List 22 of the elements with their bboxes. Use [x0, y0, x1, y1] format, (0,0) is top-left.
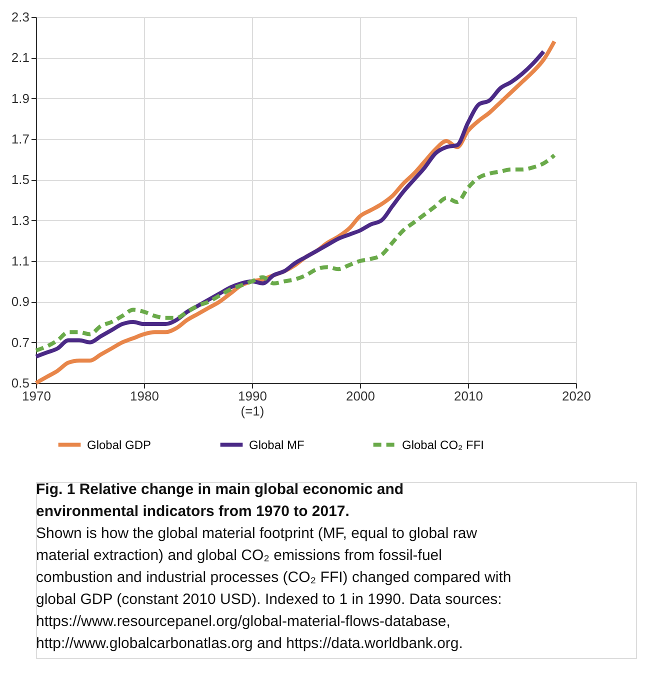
- text: Fig. 1 Relative change in main global economic and environmental indicators from 1970 to 2017.: [36, 481, 404, 520]
- x-tick-label: 2020: [562, 388, 591, 404]
- line-series: [34, 153, 556, 352]
- x-tick-label: 1970: [22, 388, 51, 404]
- y-tick-label: 1.7: [11, 132, 30, 146]
- x-tick-label: 1980: [130, 388, 159, 404]
- y-tick-label: 2.3: [11, 10, 30, 24]
- y-tick-label: 0.9: [11, 294, 30, 310]
- y-tick-label: 0.7: [11, 334, 30, 350]
- x-tick-label: 2000: [346, 388, 375, 404]
- text: Shown is how the global material footprint (MF, equal to global raw material extraction) and global CO₂ emissions from fossil-fuel combustion and industrial processes (CO₂ FFI) changed compared with global GDP (constant 2010 USD). Indexed to 1 in 1990. Data sources: https://www.resourcepanel.org/global-material-flows-database, http://www.globalcarbonatlas.org and https://data.worldbank.org.: [36, 525, 512, 652]
- y-tick-label: 1.1: [11, 254, 30, 268]
- y-tick-label: 1.3: [11, 212, 30, 228]
- x-tick-label: 2010: [454, 388, 483, 404]
- x-tick-label: 1990 (=1): [238, 388, 267, 418]
- y-tick-label: 2.1: [11, 50, 30, 66]
- y-tick-label: 1.5: [11, 172, 30, 188]
- legend-label: Global GDP: [87, 438, 152, 452]
- y-tick-label: 1.9: [11, 90, 30, 106]
- y-tick-label: 0.5: [11, 376, 30, 390]
- legend-label: Global MF: [249, 438, 304, 452]
- legend-label: Global CO₂ FFI: [402, 438, 484, 452]
